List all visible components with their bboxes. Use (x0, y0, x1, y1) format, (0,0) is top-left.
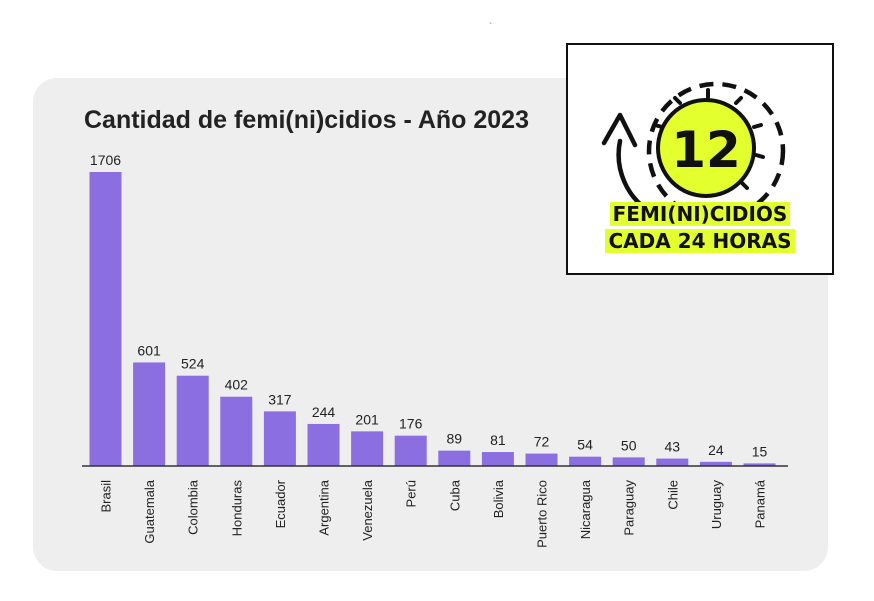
category-tick-label: Panamá (753, 479, 768, 528)
bar (438, 450, 471, 466)
badge-line-1: FEMI(NI)CIDIOS (609, 202, 791, 226)
bar-value-label: 524 (181, 356, 205, 372)
badge-line-2: CADA 24 HORAS (605, 229, 795, 253)
bar (699, 461, 732, 466)
bar-value-label: 43 (665, 439, 681, 455)
bar-value-label: 601 (137, 342, 161, 358)
bar-value-label: 54 (577, 437, 593, 453)
badge-number: 12 (671, 121, 741, 179)
category-tick-label: Perú (404, 480, 419, 507)
femicide-frequency-badge: 12 FEMI(NI)CIDIOS CADA 24 HORAS (566, 43, 834, 275)
category-tick-label: Venezuela (360, 479, 375, 540)
bar-value-label: 81 (490, 432, 506, 448)
category-tick-label: Nicaragua (578, 479, 593, 539)
bar (569, 456, 602, 466)
bar (133, 362, 166, 466)
bar (612, 457, 645, 466)
bar-value-label: 201 (355, 411, 379, 427)
bar-value-label: 176 (399, 416, 423, 432)
category-tick-label: Colombia (186, 479, 201, 535)
bar-value-label: 24 (708, 442, 724, 458)
bar-value-label: 317 (268, 391, 292, 407)
bar (394, 435, 427, 466)
category-tick-label: Guatemala (142, 479, 157, 543)
category-tick-label: Brasil (99, 480, 114, 513)
bar (263, 411, 296, 466)
bar (481, 452, 514, 466)
bar (351, 431, 384, 466)
bar-value-label: 1706 (90, 152, 121, 168)
bar (743, 463, 776, 466)
bar (89, 172, 122, 466)
category-tick-label: Honduras (229, 480, 244, 537)
bar (525, 453, 558, 466)
bar (307, 423, 340, 466)
stray-mark: ` (489, 22, 493, 33)
category-tick-label: Uruguay (709, 480, 724, 530)
category-tick-label: Bolivia (491, 479, 506, 518)
category-tick-label: Chile (665, 480, 680, 510)
chart-title: Cantidad de femi(ni)cidios - Año 2023 (84, 106, 529, 134)
bar-value-label: 244 (312, 404, 336, 420)
bar (656, 458, 689, 466)
bar-value-label: 50 (621, 437, 637, 453)
bar-value-label: 15 (752, 443, 768, 459)
category-tick-label: Argentina (317, 479, 332, 535)
badge-caption: FEMI(NI)CIDIOS CADA 24 HORAS (568, 201, 832, 255)
bar-value-label: 72 (534, 434, 550, 450)
bar-value-label: 402 (225, 377, 249, 393)
bar-value-label: 89 (447, 431, 463, 447)
category-tick-label: Paraguay (622, 480, 637, 536)
category-tick-label: Puerto Rico (535, 480, 550, 548)
bar (176, 375, 209, 466)
category-tick-label: Cuba (447, 479, 462, 511)
bar (220, 396, 253, 466)
category-tick-label: Ecuador (273, 479, 288, 528)
